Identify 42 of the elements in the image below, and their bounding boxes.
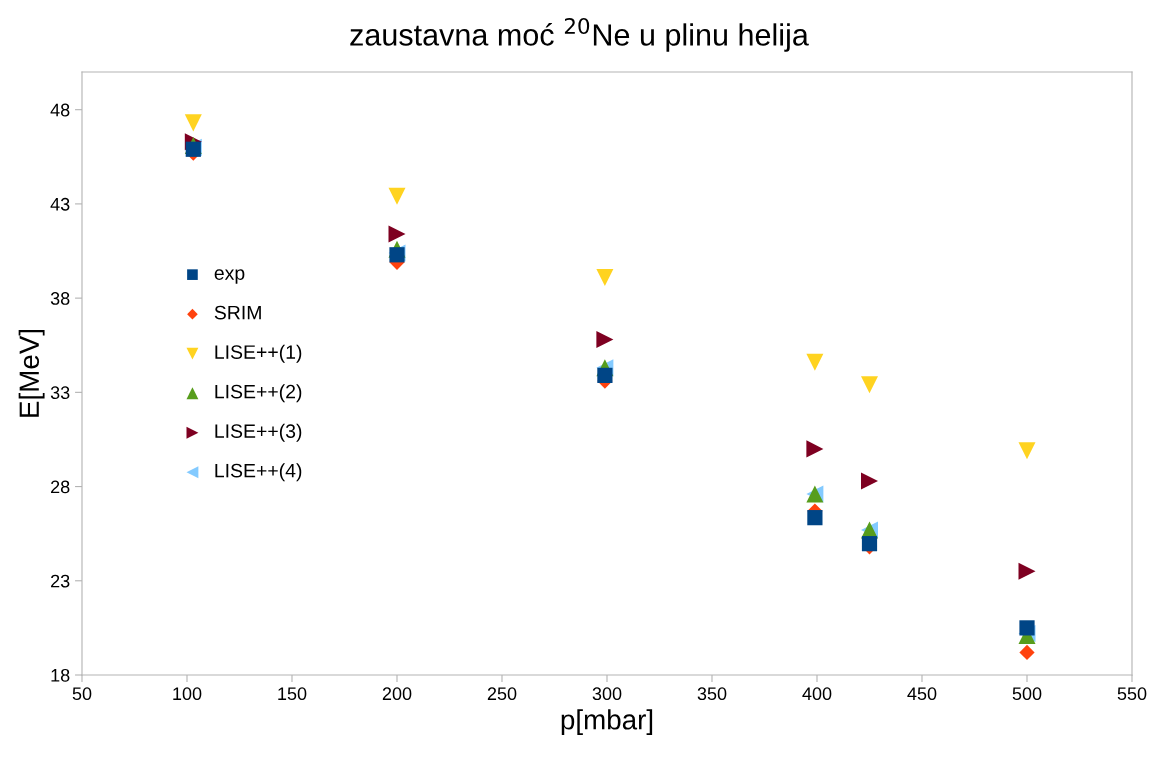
point — [1019, 620, 1035, 636]
point — [806, 440, 824, 458]
y-tick-label: 28 — [51, 480, 70, 494]
point — [806, 353, 824, 371]
y-tick-label: 48 — [50, 103, 70, 117]
point — [860, 472, 879, 490]
y-tick-label: 18 — [51, 668, 70, 682]
legend-label: exp — [214, 269, 245, 284]
point — [1018, 442, 1036, 460]
point — [184, 114, 202, 132]
chart-title: zaustavna moć $^{20}$Ne u plinu helija — [350, 17, 809, 52]
x-axis-title: p[mbar] — [561, 709, 653, 736]
y-tick-label: 38 — [50, 292, 70, 305]
point — [1019, 644, 1035, 660]
x-tick-label: 100 — [173, 687, 202, 701]
x-tick-label: 250 — [487, 687, 517, 701]
x-tick-label: 350 — [697, 687, 727, 701]
point — [596, 268, 614, 286]
x-tick-label: 200 — [382, 687, 412, 701]
y-tick-label: 43 — [50, 197, 70, 211]
y-tick-label: 23 — [51, 574, 70, 588]
point — [596, 331, 614, 349]
x-tick-label: 300 — [592, 687, 622, 701]
x-tick-label: 450 — [907, 687, 937, 701]
x-tick-label: 400 — [802, 687, 832, 701]
x-tick-label: 150 — [278, 687, 307, 701]
x-tick-label: 500 — [1012, 687, 1042, 701]
point — [597, 367, 613, 383]
legend-label: SRIM — [214, 305, 261, 320]
point — [807, 510, 823, 526]
point — [860, 376, 879, 394]
point — [1018, 562, 1036, 580]
legend-label: LISE++(3) — [215, 423, 302, 442]
x-tick-label: 550 — [1117, 687, 1147, 701]
legend-label: LISE++(1) — [215, 344, 302, 363]
legend-label: LISE++(2) — [215, 384, 302, 403]
point — [388, 187, 406, 205]
y-axis-title: E[MeV] — [18, 329, 45, 417]
y-tick-label: 33 — [50, 386, 70, 400]
legend-label: LISE++(4) — [215, 463, 302, 482]
point — [388, 225, 406, 243]
x-tick-label: 50 — [72, 687, 92, 701]
